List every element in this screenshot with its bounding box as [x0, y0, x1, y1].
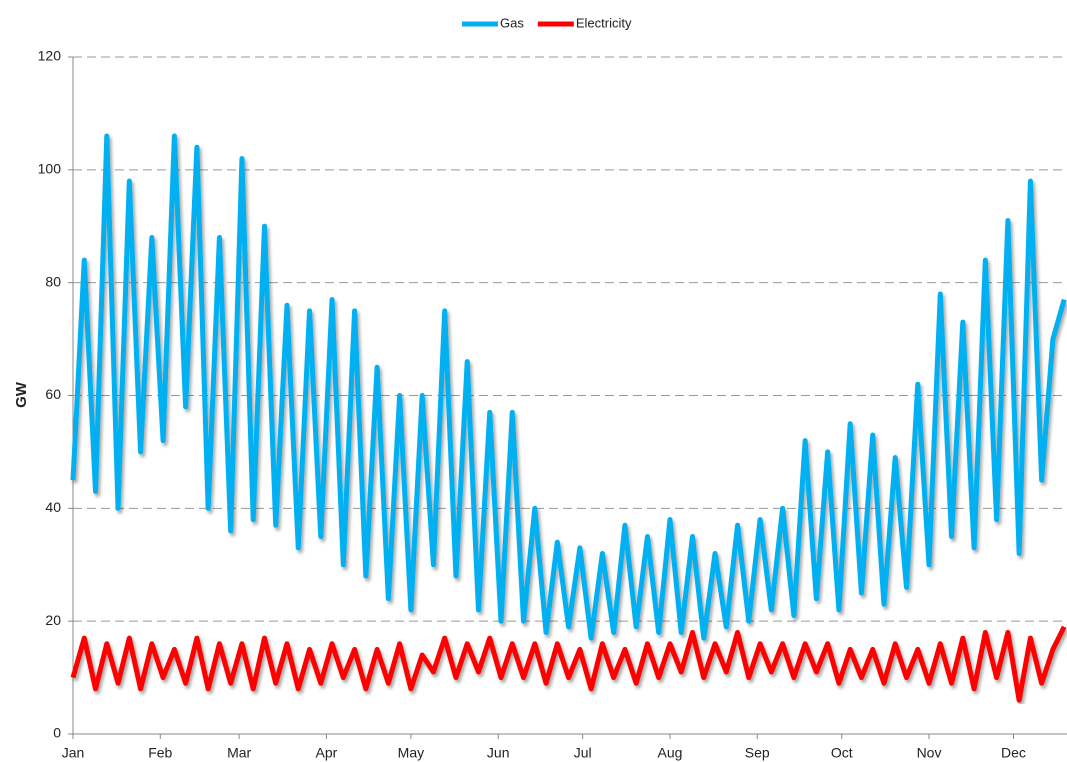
series-line — [70, 133, 1067, 641]
y-axis-label: GW — [13, 381, 30, 408]
x-tick-label: Nov — [917, 745, 942, 761]
series-line — [70, 625, 1067, 703]
y-tick-label: 60 — [45, 386, 61, 402]
x-tick-label: Sep — [745, 745, 770, 761]
y-tick-label: 120 — [38, 48, 62, 64]
x-tick-label: Jun — [487, 745, 510, 761]
y-tick-label: 40 — [45, 499, 61, 515]
x-tick-label: Aug — [658, 745, 683, 761]
x-tick-label: May — [398, 745, 424, 761]
x-tick-label: Oct — [831, 745, 853, 761]
y-tick-label: 20 — [45, 612, 61, 628]
y-tick-label: 80 — [45, 273, 61, 289]
x-tick-label: Mar — [227, 745, 251, 761]
x-tick-label: Apr — [316, 745, 338, 761]
x-tick-label: Dec — [1001, 745, 1026, 761]
y-tick-label: 0 — [53, 725, 61, 741]
x-tick-label: Jul — [574, 745, 592, 761]
x-tick-label: Feb — [148, 745, 172, 761]
legend-label: Gas — [500, 15, 524, 30]
legend-label: Electricity — [576, 15, 632, 30]
x-tick-label: Jan — [62, 745, 85, 761]
y-tick-label: 100 — [38, 161, 62, 177]
